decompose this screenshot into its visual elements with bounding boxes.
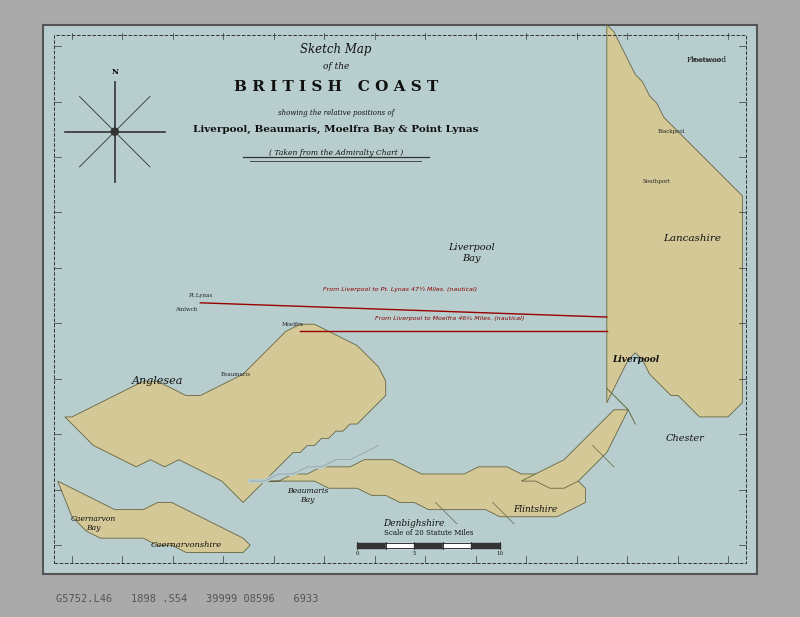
Text: showing the relative positions of: showing the relative positions of (278, 109, 394, 117)
Text: G5752.L46   1898 .S54   39999 08596   6933: G5752.L46 1898 .S54 39999 08596 6933 (56, 594, 318, 603)
Polygon shape (250, 460, 586, 517)
Text: Anglesea: Anglesea (132, 376, 183, 386)
Polygon shape (607, 25, 742, 417)
Text: Beaumaris: Beaumaris (221, 371, 251, 376)
Text: Beaumaris
Bay: Beaumaris Bay (286, 487, 328, 504)
Text: Caernarvonshire: Caernarvonshire (150, 541, 222, 549)
Text: N: N (111, 68, 118, 76)
Text: From Liverpool to Pt. Lynas 47½ Miles. (nautical): From Liverpool to Pt. Lynas 47½ Miles. (… (323, 287, 477, 292)
Text: Blackpool: Blackpool (658, 129, 685, 134)
Text: 10: 10 (496, 551, 503, 556)
Text: Flintshire: Flintshire (514, 505, 558, 514)
Polygon shape (58, 481, 250, 552)
Text: Liverpool, Beaumaris, Moelfra Bay & Point Lynas: Liverpool, Beaumaris, Moelfra Bay & Poin… (193, 125, 478, 133)
Text: Liverpool: Liverpool (612, 355, 659, 365)
Polygon shape (522, 410, 628, 488)
Text: Sketch Map: Sketch Map (300, 43, 371, 56)
Text: Liverpool
Bay: Liverpool Bay (448, 243, 494, 263)
Text: Lancashire: Lancashire (663, 234, 722, 243)
Text: From Liverpool to Moelfra 46¾ Miles. (nautical): From Liverpool to Moelfra 46¾ Miles. (na… (375, 316, 525, 321)
Text: 5: 5 (413, 551, 416, 556)
Text: of the: of the (322, 62, 349, 71)
Text: Caernarvon
Bay: Caernarvon Bay (70, 515, 116, 532)
Text: ( Taken from the Admiralty Chart ): ( Taken from the Admiralty Chart ) (269, 149, 403, 157)
Circle shape (111, 128, 118, 135)
Text: B R I T I S H   C O A S T: B R I T I S H C O A S T (234, 80, 438, 94)
Text: Fleetwood: Fleetwood (686, 56, 726, 64)
Text: Southport: Southport (642, 179, 670, 184)
Text: Pt.Lynas: Pt.Lynas (188, 293, 213, 298)
Text: Moelfra: Moelfra (282, 321, 304, 327)
Text: Chester: Chester (666, 434, 705, 443)
Text: Amlwch: Amlwch (175, 307, 197, 312)
Text: 0: 0 (355, 551, 359, 556)
Text: Denbighshire: Denbighshire (383, 520, 445, 528)
Text: Scale of 20 Statute Miles: Scale of 20 Statute Miles (384, 529, 474, 537)
Polygon shape (65, 324, 386, 502)
Text: Fleetwood: Fleetwood (692, 58, 722, 63)
